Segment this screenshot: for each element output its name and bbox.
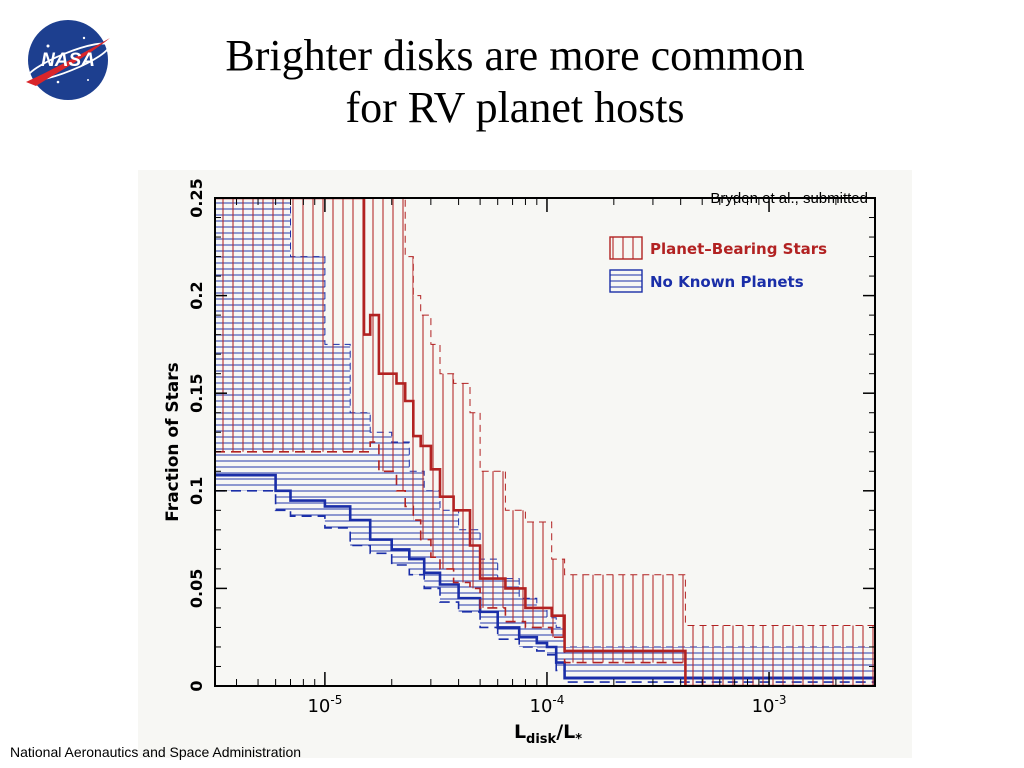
- y-tick-label: 0.05: [187, 569, 206, 608]
- lower-bound-planet: [215, 441, 875, 686]
- nasa-logo-wordmark: NASA: [41, 50, 95, 71]
- y-tick-label: 0.15: [187, 373, 206, 412]
- x-axis-label-main: L: [514, 721, 526, 743]
- x-axis-label-sep: /L: [556, 721, 575, 743]
- nasa-logo-vector: [26, 38, 110, 86]
- legend-label-planet: Planet–Bearing Stars: [650, 240, 827, 258]
- footer-text: National Aeronautics and Space Administr…: [10, 744, 302, 760]
- nasa-logo-star-1: [46, 44, 50, 48]
- x-axis-label-sub-2: *: [575, 732, 582, 747]
- y-tick-label: 0.25: [187, 178, 206, 217]
- legend-swatch-planet: [609, 236, 643, 260]
- nasa-logo-star-2: [82, 36, 86, 40]
- x-axis-label-sub-1: disk: [526, 732, 556, 747]
- x-tick-label: 10-5: [307, 693, 342, 717]
- x-axis-label: Ldisk/L*: [514, 721, 582, 747]
- slide-title-line-2: for RV planet hosts: [345, 83, 685, 132]
- y-axis-label: Fraction of Stars: [163, 362, 183, 521]
- series-line-planet: [215, 198, 875, 686]
- x-tick-label: 10-3: [752, 693, 787, 717]
- tick-layer: 0 0.05 0.1 0.15 0.2 0.25 10-5 10-4 10-3: [187, 178, 876, 717]
- nasa-logo-star-4: [87, 79, 89, 81]
- slide-title-line-1: Brighter disks are more common: [225, 31, 805, 80]
- y-tick-label: 0.1: [187, 477, 206, 505]
- lower-bound-noplanet: [215, 490, 875, 686]
- series-layer: [215, 198, 875, 686]
- slide-title: Brighter disks are more common for RV pl…: [130, 30, 900, 134]
- legend-swatch-noplanet: [609, 269, 643, 293]
- x-tick-label: 10-4: [530, 693, 565, 717]
- chart-figure: Bryden et al., submitted 00.050.10.150.2…: [138, 170, 912, 758]
- nasa-logo: NASA: [26, 20, 110, 100]
- series-line-noplanet: [215, 473, 875, 686]
- plot-frame: [214, 197, 876, 687]
- nasa-logo-star-3: [56, 80, 60, 84]
- legend-label-noplanet: No Known Planets: [650, 273, 804, 291]
- y-tick-label: 0: [187, 680, 206, 691]
- y-tick-label: 0.2: [187, 281, 206, 309]
- legend: Planet–Bearing Stars No Known Planets: [609, 236, 827, 293]
- nasa-logo-orbit: [26, 42, 110, 82]
